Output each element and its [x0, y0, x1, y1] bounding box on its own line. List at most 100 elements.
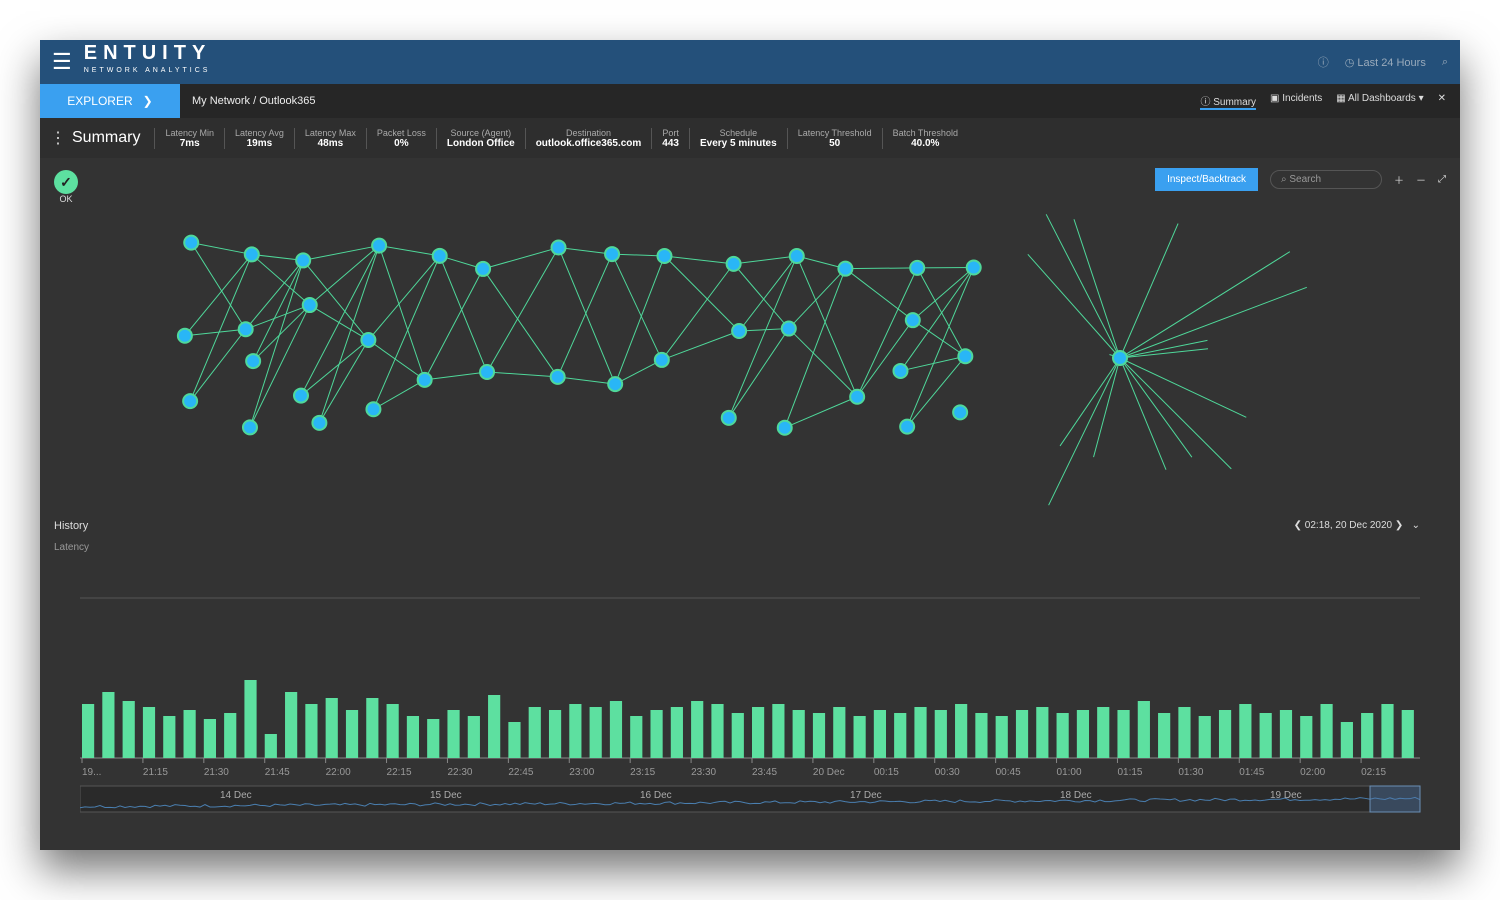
topology-node[interactable]: [311, 414, 328, 431]
latency-bar[interactable]: [792, 710, 805, 758]
topology-node[interactable]: [837, 260, 854, 277]
prev-icon[interactable]: ❮: [1293, 520, 1303, 531]
latency-bar[interactable]: [955, 704, 968, 758]
latency-bar[interactable]: [609, 701, 623, 758]
fit-screen-icon[interactable]: ⤢: [1438, 174, 1446, 185]
latency-bar[interactable]: [589, 707, 602, 758]
latency-bar[interactable]: [386, 704, 399, 758]
topology-node[interactable]: [293, 387, 310, 404]
chevron-down-icon[interactable]: ⌄: [1411, 520, 1420, 531]
hamburger-menu-icon[interactable]: ☰: [52, 49, 72, 74]
topology-node[interactable]: [780, 320, 797, 337]
topology-node[interactable]: [604, 246, 621, 263]
latency-bar[interactable]: [1117, 710, 1130, 758]
latency-bar[interactable]: [894, 713, 907, 758]
latency-bar[interactable]: [833, 707, 846, 758]
latency-bar[interactable]: [731, 713, 744, 758]
topology-node[interactable]: [720, 409, 737, 426]
latency-bar[interactable]: [1401, 710, 1414, 758]
tab-incidents[interactable]: ▣ Incidents: [1270, 92, 1323, 104]
latency-bar[interactable]: [1036, 707, 1049, 758]
topology-node[interactable]: [788, 248, 805, 265]
topology-node[interactable]: [431, 247, 448, 264]
latency-bar[interactable]: [102, 692, 115, 758]
latency-bar[interactable]: [630, 716, 643, 758]
latency-bar[interactable]: [1076, 710, 1090, 758]
latency-bar[interactable]: [548, 710, 562, 758]
topology-node[interactable]: [892, 362, 909, 379]
explorer-button[interactable]: EXPLORER ❯: [40, 84, 180, 118]
latency-bar[interactable]: [691, 701, 704, 758]
topology-node[interactable]: [243, 246, 260, 263]
time-range-selector[interactable]: ◷ Last 24 Hours: [1344, 56, 1426, 69]
next-icon[interactable]: ❯: [1394, 520, 1404, 531]
latency-bar[interactable]: [488, 695, 501, 758]
topology-node[interactable]: [904, 312, 921, 329]
latency-bar[interactable]: [914, 707, 927, 758]
close-icon[interactable]: ✕: [1437, 92, 1446, 104]
topology-node[interactable]: [479, 364, 496, 381]
topology-node[interactable]: [176, 327, 193, 344]
latency-bar[interactable]: [467, 716, 480, 758]
latency-bar[interactable]: [1015, 710, 1029, 758]
latency-bar[interactable]: [1158, 713, 1171, 758]
latency-bar[interactable]: [670, 707, 683, 758]
latency-bar[interactable]: [1340, 722, 1353, 758]
latency-bar[interactable]: [142, 707, 156, 758]
topology-node[interactable]: [295, 252, 312, 269]
navigator[interactable]: [80, 785, 1421, 813]
inspect-backtrack-button[interactable]: Inspect/Backtrack: [1155, 168, 1258, 191]
kebab-menu-icon[interactable]: ⋮: [50, 130, 66, 147]
latency-bar[interactable]: [305, 704, 318, 758]
latency-bar[interactable]: [345, 710, 359, 758]
topology-node[interactable]: [607, 376, 624, 393]
topology-node[interactable]: [183, 234, 200, 251]
latency-bar[interactable]: [508, 722, 521, 758]
breadcrumb-my-network[interactable]: My Network: [192, 95, 251, 107]
topology-node[interactable]: [776, 419, 793, 436]
info-icon[interactable]: ⓘ: [1317, 57, 1329, 69]
topology-node[interactable]: [182, 393, 199, 410]
latency-bar[interactable]: [264, 734, 277, 758]
topology-node[interactable]: [909, 259, 926, 276]
topology-node[interactable]: [549, 368, 566, 385]
latency-bar[interactable]: [325, 698, 338, 758]
latency-bar[interactable]: [122, 701, 135, 758]
topology-node[interactable]: [952, 404, 969, 421]
topology-node[interactable]: [957, 348, 974, 365]
latency-bar[interactable]: [1361, 713, 1374, 758]
latency-bar[interactable]: [1259, 713, 1272, 758]
topology-node[interactable]: [241, 419, 258, 436]
topology-node[interactable]: [899, 418, 916, 435]
zoom-in-icon[interactable]: ＋: [1394, 176, 1404, 187]
latency-bar[interactable]: [1097, 707, 1110, 758]
latency-bar[interactable]: [224, 713, 237, 758]
latency-bar[interactable]: [853, 716, 866, 758]
topology-node[interactable]: [371, 237, 388, 254]
topology-node[interactable]: [656, 248, 673, 265]
latency-bar[interactable]: [244, 680, 257, 758]
latency-bar[interactable]: [1300, 716, 1313, 758]
latency-bar[interactable]: [406, 716, 420, 758]
tab-all-dashboards[interactable]: ▦ All Dashboards ▾: [1336, 92, 1424, 104]
latency-bar[interactable]: [163, 716, 176, 758]
tab-summary[interactable]: ⓘ Summary: [1200, 93, 1257, 110]
topology-node[interactable]: [849, 388, 866, 405]
latency-bar[interactable]: [650, 710, 663, 758]
zoom-out-icon[interactable]: －: [1416, 176, 1426, 187]
topology-node[interactable]: [550, 239, 567, 256]
latency-bar[interactable]: [1218, 710, 1232, 758]
latency-bar[interactable]: [183, 710, 196, 758]
topology-node[interactable]: [416, 371, 433, 388]
latency-bar[interactable]: [711, 704, 724, 758]
latency-bar[interactable]: [1178, 707, 1191, 758]
topology-node[interactable]: [965, 259, 982, 276]
breadcrumb-outlook365[interactable]: Outlook365: [259, 95, 316, 107]
topology-node[interactable]: [360, 332, 377, 349]
latency-bar[interactable]: [427, 719, 440, 758]
latency-bar[interactable]: [82, 704, 95, 758]
latency-bar[interactable]: [203, 719, 216, 758]
topology-node[interactable]: [365, 401, 382, 418]
latency-bar[interactable]: [447, 710, 460, 758]
latency-bar[interactable]: [285, 692, 298, 758]
